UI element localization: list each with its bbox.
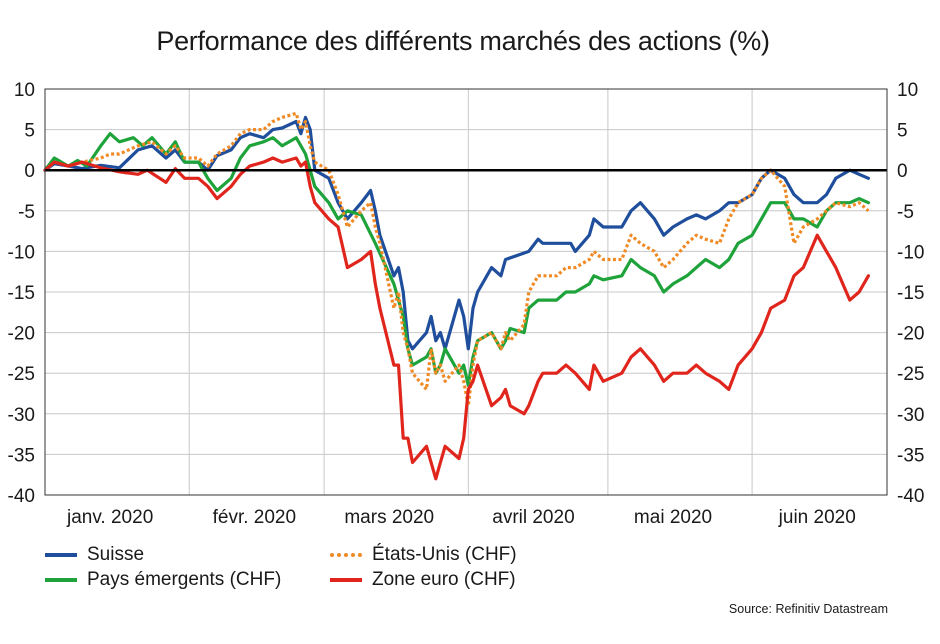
series-line-2	[43, 111, 870, 408]
y-tick-label-left: 5	[24, 121, 35, 142]
y-axis-left: 10 5 0 -5 -10 -15 -20 -25 -30 -35 -40	[8, 80, 35, 507]
x-tick-label: avril 2020	[492, 507, 574, 528]
y-tick-label-left: -10	[8, 242, 35, 263]
y-tick-label-left: -30	[8, 405, 35, 426]
source-note: Source: Refinitiv Datastream	[728, 602, 888, 616]
y-tick-label-left: -40	[8, 486, 35, 507]
x-tick-label: juin 2020	[778, 507, 856, 528]
y-tick-label-right: -15	[897, 283, 924, 304]
legend-label-suisse: Suisse	[87, 544, 145, 565]
chart-title: Performance des différents marchés des a…	[156, 26, 770, 56]
y-tick-label-right: 5	[897, 121, 908, 142]
legend-swatch-etats-unis	[330, 553, 362, 557]
y-tick-label-left: -15	[8, 283, 35, 304]
x-axis: janv. 2020 févr. 2020 mars 2020 avril 2020 m…	[66, 507, 856, 528]
y-tick-label-left: -5	[18, 202, 35, 223]
y-tick-label-right: 0	[897, 161, 908, 182]
series-lines	[43, 111, 870, 481]
series-line-1	[43, 132, 870, 387]
series-line-3	[43, 156, 870, 481]
legend-swatch-zone-euro	[330, 578, 362, 582]
legend-item-zone-euro: Zone euro (CHF)	[330, 569, 516, 591]
legend-label-etats-unis: États-Unis (CHF)	[372, 544, 517, 565]
y-tick-label-right: -20	[897, 324, 924, 345]
y-tick-label-right: -40	[897, 486, 924, 507]
plot-frame	[44, 88, 888, 496]
x-tick-label: mai 2020	[634, 507, 712, 528]
x-tick-label: févr. 2020	[213, 507, 296, 528]
y-tick-label-right: -30	[897, 405, 924, 426]
x-tick-label: mars 2020	[344, 507, 434, 528]
y-tick-label-right: -5	[897, 202, 914, 223]
y-tick-label-right: -25	[897, 364, 924, 385]
y-tick-label-left: 0	[24, 161, 35, 182]
legend-item-etats-unis: États-Unis (CHF)	[330, 544, 517, 566]
y-tick-label-left: -25	[8, 364, 35, 385]
y-axis-right: 10 5 0 -5 -10 -15 -20 -25 -30 -35 -40	[897, 80, 924, 507]
y-tick-label-left: -20	[8, 324, 35, 345]
legend-item-suisse: Suisse	[45, 544, 144, 566]
y-tick-label-left: 10	[14, 80, 35, 101]
legend-swatch-pays-emergents	[45, 578, 77, 582]
legend-swatch-suisse	[45, 553, 77, 557]
y-tick-label-right: -10	[897, 242, 924, 263]
x-tick-label: janv. 2020	[66, 507, 153, 528]
legend-label-zone-euro: Zone euro (CHF)	[372, 569, 516, 590]
y-tick-label-right: 10	[897, 80, 918, 101]
y-tick-label-left: -35	[8, 445, 35, 466]
y-tick-label-right: -35	[897, 445, 924, 466]
legend-label-pays-emergents: Pays émergents (CHF)	[87, 569, 282, 590]
legend-item-pays-emergents: Pays émergents (CHF)	[45, 569, 281, 591]
